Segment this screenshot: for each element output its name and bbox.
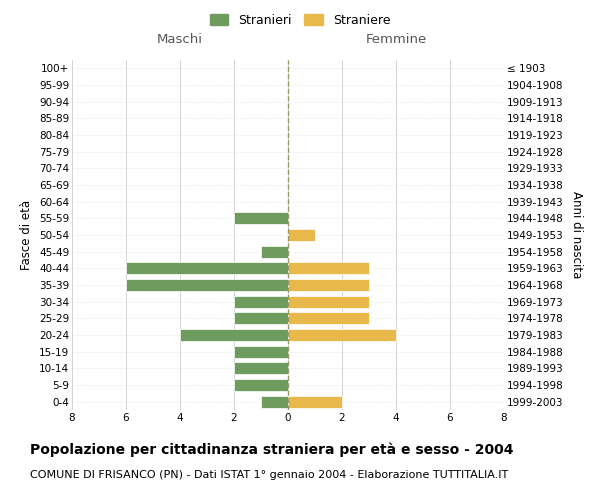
Bar	[234, 362, 288, 374]
Bar	[288, 296, 369, 308]
Y-axis label: Anni di nascita: Anni di nascita	[570, 192, 583, 278]
Bar	[180, 329, 288, 341]
Bar	[234, 212, 288, 224]
Bar	[288, 312, 369, 324]
Bar	[234, 296, 288, 308]
Text: Popolazione per cittadinanza straniera per età e sesso - 2004: Popolazione per cittadinanza straniera p…	[30, 442, 514, 457]
Text: COMUNE DI FRISANCO (PN) - Dati ISTAT 1° gennaio 2004 - Elaborazione TUTTITALIA.I: COMUNE DI FRISANCO (PN) - Dati ISTAT 1° …	[30, 470, 508, 480]
Text: Maschi: Maschi	[157, 33, 203, 46]
Bar	[234, 346, 288, 358]
Text: Femmine: Femmine	[365, 33, 427, 46]
Bar	[234, 312, 288, 324]
Bar	[288, 329, 396, 341]
Bar	[288, 279, 369, 291]
Bar	[288, 262, 369, 274]
Bar	[261, 246, 288, 258]
Bar	[234, 379, 288, 391]
Bar	[126, 262, 288, 274]
Legend: Stranieri, Straniere: Stranieri, Straniere	[205, 8, 395, 32]
Y-axis label: Fasce di età: Fasce di età	[20, 200, 34, 270]
Bar	[126, 279, 288, 291]
Bar	[261, 396, 288, 407]
Bar	[288, 396, 342, 407]
Bar	[288, 229, 315, 241]
